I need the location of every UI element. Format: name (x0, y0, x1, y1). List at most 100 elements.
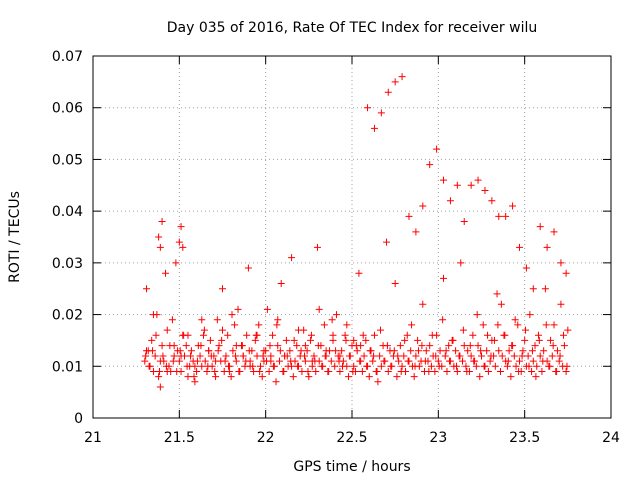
data-point (158, 342, 166, 350)
data-point (549, 342, 557, 350)
data-point (149, 347, 157, 355)
data-point (201, 357, 209, 365)
data-point (162, 269, 170, 277)
data-point (274, 316, 282, 324)
data-point (469, 331, 477, 339)
data-point (550, 321, 558, 329)
x-tick-label: 23 (429, 430, 447, 446)
data-point (366, 347, 374, 355)
axis-ticks: 21 21.5 22 22.5 23 23.5 24 0 0.01 0.02 0.03 0.04 0.0… (52, 49, 620, 446)
data-point (177, 352, 185, 360)
data-point (514, 321, 522, 329)
y-tick-label: 0 (74, 411, 83, 427)
data-point (308, 357, 316, 365)
data-point (362, 336, 370, 344)
data-point (335, 357, 343, 365)
data-point (228, 311, 236, 319)
y-tick-label: 0.02 (52, 308, 83, 324)
data-point (452, 362, 460, 370)
data-point (318, 362, 326, 370)
data-point (494, 321, 502, 329)
data-point (321, 352, 329, 360)
data-point (493, 290, 501, 298)
data-point (370, 331, 378, 339)
data-point (242, 357, 250, 365)
data-point (418, 342, 426, 350)
data-point (453, 181, 461, 189)
data-point (534, 331, 542, 339)
data-point (196, 352, 204, 360)
data-point (179, 243, 187, 251)
data-point (312, 367, 320, 375)
data-point (225, 362, 233, 370)
data-point (467, 181, 475, 189)
data-point (173, 367, 181, 375)
data-point (255, 321, 263, 329)
data-point (484, 331, 492, 339)
data-point (258, 373, 266, 381)
data-point (293, 342, 301, 350)
data-point (525, 362, 533, 370)
data-point (168, 316, 176, 324)
data-point (287, 357, 295, 365)
data-point (477, 347, 485, 355)
data-point (158, 217, 166, 225)
data-point (394, 352, 402, 360)
data-point (509, 202, 517, 210)
data-point (540, 347, 548, 355)
data-point (428, 331, 436, 339)
data-point (560, 342, 568, 350)
data-point (143, 347, 151, 355)
data-point (515, 367, 523, 375)
data-point (369, 357, 377, 365)
data-point (353, 347, 361, 355)
data-point (562, 367, 570, 375)
data-point (341, 331, 349, 339)
data-point (343, 321, 351, 329)
data-point (563, 362, 571, 370)
data-point (553, 347, 561, 355)
data-point (301, 357, 309, 365)
data-point (501, 331, 509, 339)
data-point (266, 342, 274, 350)
data-point (542, 321, 550, 329)
data-point (294, 326, 302, 334)
data-point (298, 367, 306, 375)
y-axis-label: ROTI / TECUs (7, 191, 23, 283)
data-point (441, 352, 449, 360)
data-point (511, 316, 519, 324)
data-point (307, 331, 315, 339)
data-point (193, 357, 201, 365)
data-point (398, 362, 406, 370)
data-point (427, 362, 435, 370)
data-point (332, 347, 340, 355)
data-point (350, 362, 358, 370)
data-point (528, 367, 536, 375)
data-point (288, 362, 296, 370)
data-point (557, 259, 565, 267)
data-point (203, 367, 211, 375)
data-point (531, 342, 539, 350)
data-point (495, 347, 503, 355)
data-point (393, 373, 401, 381)
data-point (391, 280, 399, 288)
data-points (141, 73, 572, 391)
data-point (449, 336, 457, 344)
data-point (314, 342, 322, 350)
data-point (231, 352, 239, 360)
data-point (182, 342, 190, 350)
data-point (463, 367, 471, 375)
data-point (459, 357, 467, 365)
data-point (142, 352, 150, 360)
y-tick-label: 0.03 (52, 256, 83, 272)
data-point (496, 367, 504, 375)
data-point (546, 362, 554, 370)
data-point (155, 373, 163, 381)
data-point (342, 336, 350, 344)
data-point (443, 367, 451, 375)
data-point (175, 357, 183, 365)
data-point (363, 362, 371, 370)
data-point (364, 104, 372, 112)
data-point (267, 357, 275, 365)
data-point (184, 373, 192, 381)
